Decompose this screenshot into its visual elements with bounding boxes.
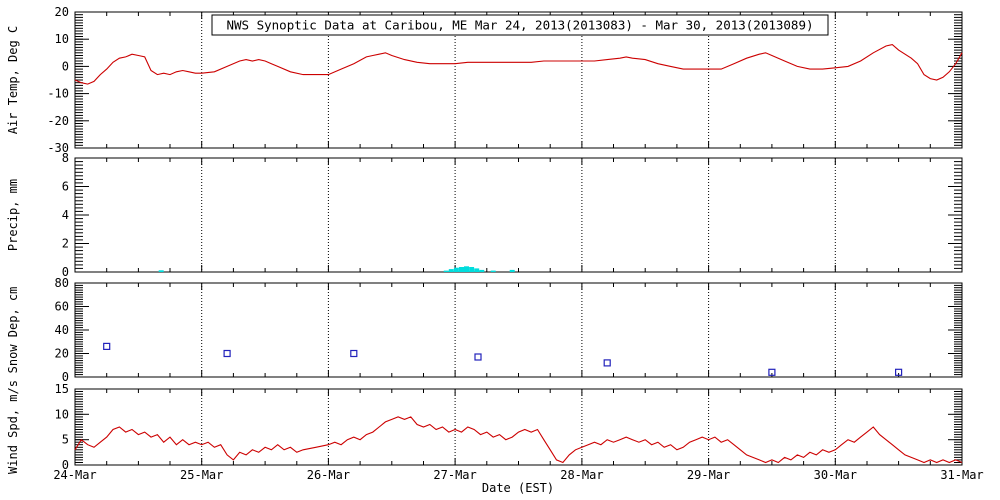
y-tick-label: 4 — [62, 208, 69, 222]
x-tick-label: 24-Mar — [53, 468, 96, 482]
chart-title: NWS Synoptic Data at Caribou, ME Mar 24,… — [227, 18, 814, 33]
precip-bar — [474, 268, 480, 272]
wind_speed-axis-label: Wind Spd, m/s — [6, 380, 20, 474]
precip-axis-label: Precip, mm — [6, 179, 20, 251]
y-tick-label: 0 — [62, 458, 69, 472]
y-tick-label: 0 — [62, 265, 69, 279]
panel-snow_depth: 80 60 40 20 0 Snow Dep, cm — [6, 276, 963, 384]
x-tick-label: 31-Mar — [940, 468, 983, 482]
snow_depth-marker — [474, 353, 482, 361]
y-tick-label: 5 — [62, 433, 69, 447]
precip-bar — [464, 266, 469, 272]
panel-air_temp: 20 10 0 -10 -20 -30 Air Temp, Deg C — [6, 5, 963, 155]
y-tick-label: 10 — [55, 32, 69, 46]
x-tick-label: 28-Mar — [560, 468, 603, 482]
y-tick-label: 20 — [55, 347, 69, 361]
x-tick-label: 27-Mar — [433, 468, 476, 482]
y-tick-label: 6 — [62, 180, 69, 194]
snow_depth-marker — [894, 368, 903, 376]
precip-bar — [479, 269, 485, 272]
wind_speed-line — [74, 416, 963, 464]
y-tick-label: -20 — [47, 114, 69, 128]
snow_depth-axis-label: Snow Dep, cm — [6, 287, 20, 374]
precip-bar — [158, 270, 164, 272]
panel-wind_speed: 15 10 5 0 Wind Spd, m/s — [6, 380, 963, 474]
y-tick-label: 8 — [62, 151, 69, 165]
y-tick-label: 15 — [55, 382, 69, 396]
snow_depth-marker — [768, 368, 776, 376]
snow_depth-marker — [223, 349, 231, 358]
title-box — [211, 14, 829, 36]
x-tick-label: 26-Mar — [307, 468, 350, 482]
y-tick-label: 0 — [62, 370, 69, 384]
air_temp-line — [74, 44, 963, 85]
precip-bar — [453, 267, 459, 272]
panel-precip: 8 6 4 2 0 Precip, mm — [6, 151, 963, 279]
precip-bar — [459, 267, 464, 272]
x-tick-label: 25-Mar — [180, 468, 223, 482]
panel-border — [74, 388, 963, 466]
panel-border — [74, 282, 963, 378]
y-tick-label: 40 — [55, 323, 69, 337]
y-tick-label: 20 — [55, 5, 69, 19]
x-axis-label: Date (EST) — [482, 481, 554, 495]
precip-bar — [469, 267, 475, 272]
panel-border — [74, 157, 963, 273]
snow_depth-marker — [350, 349, 358, 358]
precip-bar — [448, 269, 454, 272]
y-tick-label: 80 — [55, 276, 69, 290]
precip-bar — [509, 269, 515, 272]
y-tick-label: -10 — [47, 87, 69, 101]
y-tick-label: 2 — [62, 237, 69, 251]
precip-bar — [443, 270, 449, 272]
x-tick-label: 30-Mar — [814, 468, 857, 482]
y-tick-label: 60 — [55, 300, 69, 314]
snow_depth-marker — [603, 359, 611, 367]
x-tick-label: 29-Mar — [687, 468, 730, 482]
y-tick-label: -30 — [47, 141, 69, 155]
precip-bar — [490, 270, 496, 272]
y-tick-label: 10 — [55, 407, 69, 421]
air_temp-axis-label: Air Temp, Deg C — [6, 26, 20, 134]
y-tick-label: 0 — [62, 59, 69, 73]
snow_depth-marker — [103, 342, 111, 350]
